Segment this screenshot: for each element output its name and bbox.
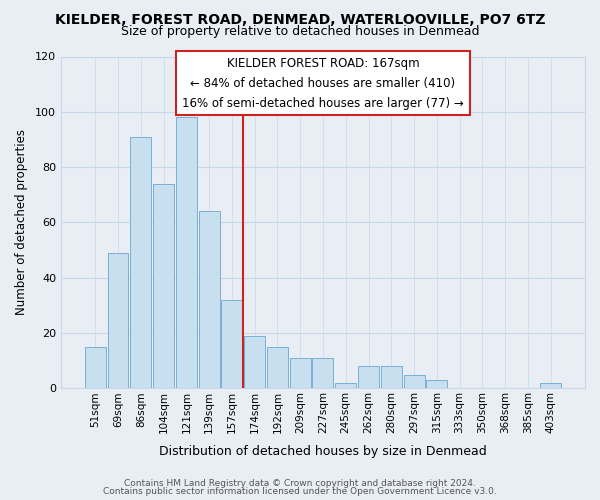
Bar (199, 212, 220, 388)
Bar (130, 136, 151, 388)
Bar (313, 358, 334, 388)
Text: Contains public sector information licensed under the Open Government Licence v3: Contains public sector information licen… (103, 487, 497, 496)
Bar (358, 366, 379, 388)
Bar (290, 358, 311, 388)
Y-axis label: Number of detached properties: Number of detached properties (15, 130, 28, 316)
Bar (221, 300, 242, 388)
Text: KIELDER, FOREST ROAD, DENMEAD, WATERLOOVILLE, PO7 6TZ: KIELDER, FOREST ROAD, DENMEAD, WATERLOOV… (55, 12, 545, 26)
Bar (267, 347, 288, 389)
Bar (427, 380, 448, 388)
Bar (404, 374, 425, 388)
Bar (540, 383, 561, 388)
Bar (335, 383, 356, 388)
Bar (176, 118, 197, 388)
Text: Contains HM Land Registry data © Crown copyright and database right 2024.: Contains HM Land Registry data © Crown c… (124, 478, 476, 488)
Bar (153, 184, 174, 388)
Bar (381, 366, 402, 388)
Text: KIELDER FOREST ROAD: 167sqm
← 84% of detached houses are smaller (410)
16% of se: KIELDER FOREST ROAD: 167sqm ← 84% of det… (182, 56, 464, 110)
Text: Size of property relative to detached houses in Denmead: Size of property relative to detached ho… (121, 25, 479, 38)
X-axis label: Distribution of detached houses by size in Denmead: Distribution of detached houses by size … (159, 444, 487, 458)
Bar (244, 336, 265, 388)
Bar (85, 347, 106, 389)
Bar (107, 253, 128, 388)
